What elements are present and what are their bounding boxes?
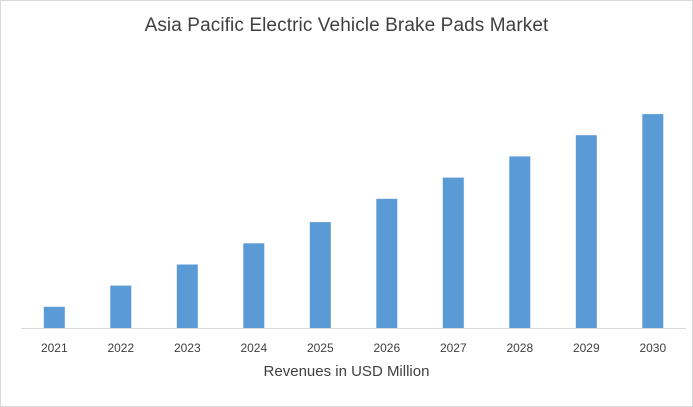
x-tick-label-2023: 2023 — [174, 341, 201, 355]
x-tick-label-2024: 2024 — [240, 341, 267, 355]
bar-2026 — [376, 198, 398, 328]
bar-2023 — [176, 264, 198, 328]
bar-2024 — [243, 243, 265, 328]
x-tick-label-2029: 2029 — [573, 341, 600, 355]
bar-2030 — [642, 114, 664, 328]
x-tick-label-2026: 2026 — [373, 341, 400, 355]
bar-2021 — [43, 306, 65, 328]
bar-2029 — [575, 135, 597, 328]
chart-title: Asia Pacific Electric Vehicle Brake Pads… — [144, 15, 549, 36]
x-axis-title: Revenues in USD Million — [263, 363, 430, 380]
bar-2022 — [110, 285, 132, 328]
x-tick-label-2030: 2030 — [639, 341, 666, 355]
x-tick-label-2021: 2021 — [41, 341, 68, 355]
x-tick-label-2022: 2022 — [107, 341, 134, 355]
x-tick-label-2028: 2028 — [506, 341, 533, 355]
bar-2027 — [442, 177, 464, 328]
bar-2028 — [509, 156, 531, 328]
bar-2025 — [309, 222, 331, 328]
x-tick-label-2025: 2025 — [307, 341, 334, 355]
x-tick-label-2027: 2027 — [440, 341, 467, 355]
